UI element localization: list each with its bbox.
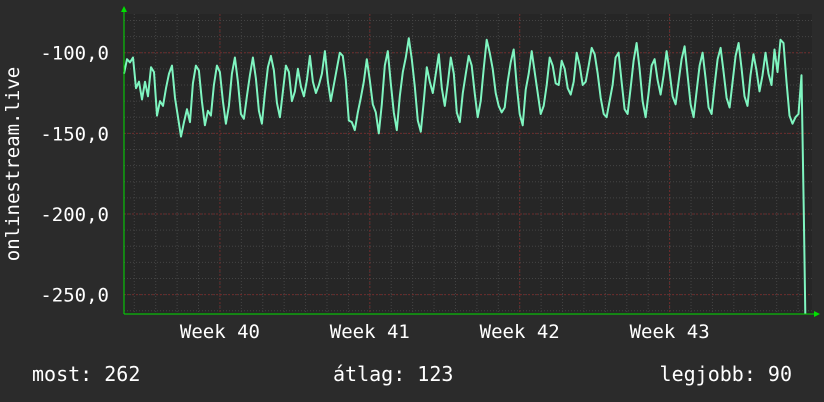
- x-tick-label: Week 43: [630, 321, 710, 343]
- x-tick-label: Week 41: [330, 321, 410, 343]
- stats-row: most: 262 átlag: 123 legjobb: 90: [0, 362, 824, 388]
- y-tick-label: -150,0: [40, 123, 109, 145]
- y-tick-label: -250,0: [40, 285, 109, 307]
- y-axis-label: onlinestream.live: [2, 67, 24, 261]
- y-tick-labels: -100,0 -150,0 -200,0 -250,0: [40, 43, 109, 307]
- stat-best: legjobb: 90: [659, 362, 792, 386]
- grid-major: [124, 14, 812, 314]
- stat-current: most: 262: [32, 362, 141, 386]
- x-tick-label: Week 42: [480, 321, 560, 343]
- stat-average: átlag: 123: [333, 362, 454, 386]
- series-layer: [123, 37, 807, 315]
- x-axis-arrow: [814, 311, 820, 317]
- y-tick-label: -100,0: [40, 43, 109, 65]
- x-tick-labels: Week 40 Week 41 Week 42 Week 43: [180, 321, 710, 343]
- series-line: [123, 37, 807, 315]
- axes-layer: [121, 6, 820, 317]
- y-axis-arrow: [121, 6, 127, 12]
- x-tick-label: Week 40: [180, 321, 260, 343]
- y-tick-label: -200,0: [40, 204, 109, 226]
